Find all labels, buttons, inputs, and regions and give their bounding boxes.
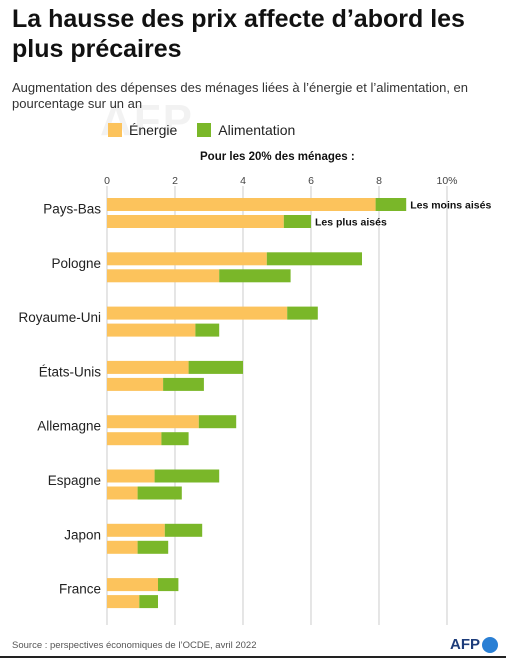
bar-alimentation xyxy=(164,523,203,537)
chart-subtitle: Augmentation des dépenses des ménages li… xyxy=(12,80,469,111)
bar-energie xyxy=(107,269,220,283)
legend: Énergie Alimentation xyxy=(108,121,315,139)
group-title: Pour les 20% des ménages : xyxy=(200,151,355,163)
energie-swatch xyxy=(108,123,122,137)
bar-alimentation xyxy=(198,415,237,429)
bar-energie xyxy=(107,198,376,211)
bottom-rule xyxy=(0,656,506,658)
bar-alimentation xyxy=(219,269,291,283)
bar-alimentation xyxy=(163,377,204,391)
legend-label-energie: Énergie xyxy=(129,122,178,138)
bar-alimentation xyxy=(154,469,220,483)
bar-energie xyxy=(107,360,189,374)
x-tick-label: 6 xyxy=(308,175,314,187)
bar-alimentation xyxy=(266,252,362,266)
afp-logo: AFP xyxy=(450,636,498,653)
bar-energie xyxy=(107,469,155,483)
bar-energie xyxy=(107,306,288,320)
category-label: Espagne xyxy=(48,473,101,488)
x-tick-label: 2 xyxy=(172,175,178,187)
category-label: Pays-Bas xyxy=(43,202,101,217)
bar-alimentation xyxy=(283,215,311,228)
bar-energie xyxy=(107,323,196,337)
x-tick-label: 8 xyxy=(376,175,382,187)
bar-alimentation xyxy=(158,578,179,592)
afp-logo-text: AFP xyxy=(450,636,480,653)
legend-label-alimentation: Alimentation xyxy=(218,122,296,138)
x-tick-label: 0 xyxy=(104,175,110,187)
afp-logo-dot-icon xyxy=(482,636,498,653)
bar-alimentation xyxy=(375,198,407,211)
bar-energie xyxy=(107,540,138,554)
bar-energie xyxy=(107,377,164,391)
chart-title: La hausse des prix affecte d’abord les p… xyxy=(12,5,465,63)
alimentation-swatch xyxy=(197,123,212,137)
x-tick-label: 10% xyxy=(436,175,457,187)
category-label: Pologne xyxy=(51,256,101,271)
bar-alimentation xyxy=(287,306,318,320)
bar-alimentation xyxy=(161,432,189,446)
category-label: Japon xyxy=(64,527,101,542)
bar-energie xyxy=(107,595,140,609)
source-note: Source : perspectives économiques de l’O… xyxy=(12,640,257,651)
row-label: Les moins aisés xyxy=(410,200,491,212)
legend-item-energie: Énergie xyxy=(108,122,177,138)
category-label: Allemagne xyxy=(37,419,101,434)
bar-energie xyxy=(107,215,284,228)
bar-energie xyxy=(107,415,199,429)
category-label: Royaume-Uni xyxy=(18,310,101,325)
x-tick-label: 4 xyxy=(240,175,246,187)
bar-energie xyxy=(107,523,165,537)
bar-alimentation xyxy=(188,360,243,374)
bar-energie xyxy=(107,432,162,446)
category-label: France xyxy=(59,582,101,597)
bar-alimentation xyxy=(195,323,220,337)
row-label: Les plus aisés xyxy=(315,217,387,229)
bar-energie xyxy=(107,252,267,266)
bar-energie xyxy=(107,486,138,500)
bar-alimentation xyxy=(139,595,158,609)
category-label: États-Unis xyxy=(39,364,102,379)
bar-energie xyxy=(107,578,158,592)
bar-alimentation xyxy=(137,486,182,500)
legend-item-alimentation: Alimentation xyxy=(197,122,295,138)
bar-alimentation xyxy=(137,540,169,554)
